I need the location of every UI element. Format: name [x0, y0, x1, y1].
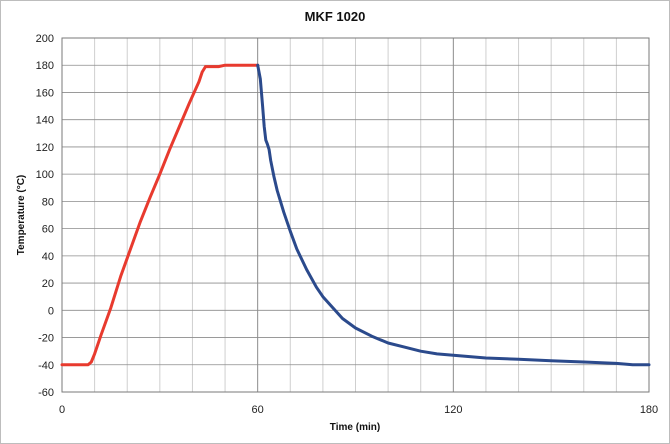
series-layer: [60, 63, 651, 367]
y-tick-label: 180: [36, 60, 54, 72]
y-tick-label: 80: [42, 196, 54, 208]
y-tick-label: 120: [36, 142, 54, 154]
y-tick-label: 160: [36, 87, 54, 99]
y-tick-label: 100: [36, 169, 54, 181]
x-tick-label: 120: [444, 404, 462, 416]
plot-frame: [61, 37, 650, 393]
x-tick-label: 60: [252, 404, 264, 416]
y-tick-label: -40: [38, 360, 54, 372]
x-tick-label: 180: [640, 404, 658, 416]
y-tick-label: -20: [38, 333, 54, 345]
x-axis-label: Time (min): [330, 422, 380, 433]
cooling-series-line: [256, 63, 651, 367]
y-axis-label: Temperature (°C): [16, 175, 27, 256]
y-tick-label: 40: [42, 251, 54, 263]
x-tick-label: 0: [59, 404, 65, 416]
heating-series-line: [60, 63, 260, 367]
y-tick-label: 200: [36, 33, 54, 45]
y-tick-label: 140: [36, 115, 54, 127]
chart-title: MKF 1020: [305, 9, 366, 24]
tick-labels: -60 -40 -20 0 20 40 60 80 100 120 140 160 180 200 0 60 1…: [36, 33, 659, 416]
y-tick-label: 0: [48, 305, 54, 317]
y-tick-label: 20: [42, 278, 54, 290]
grid: [61, 37, 650, 393]
y-tick-label: 60: [42, 224, 54, 236]
y-tick-label: -60: [38, 387, 54, 399]
